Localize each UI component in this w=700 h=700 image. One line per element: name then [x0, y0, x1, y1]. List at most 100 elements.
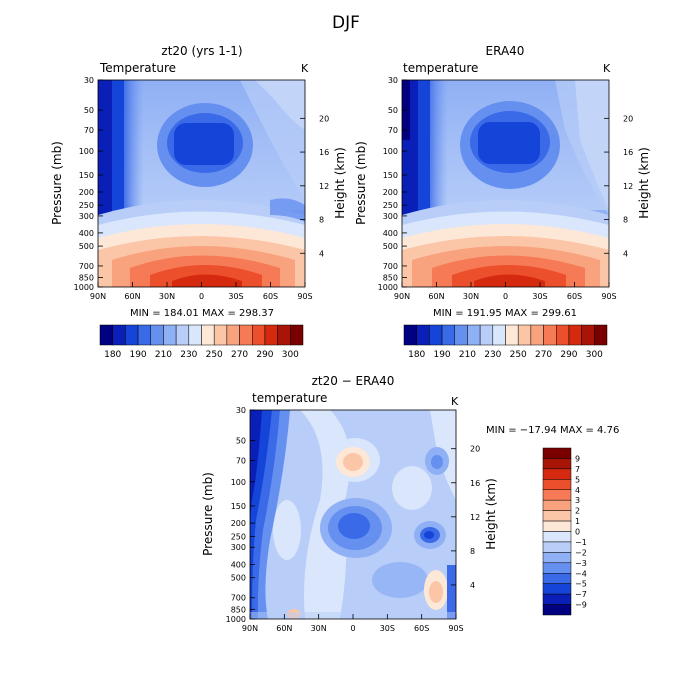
y-tick-label: 150 — [383, 171, 398, 180]
colorbar-swatch — [542, 573, 572, 584]
colorbar-swatch — [581, 324, 595, 346]
y-tick-label: 400 — [79, 229, 94, 238]
x-tick-label: 60N — [124, 292, 140, 301]
y-tick-label: 300 — [79, 212, 94, 221]
colorbar-swatch — [454, 324, 468, 346]
x-tick-label: 0 — [350, 624, 355, 633]
colorbar-swatch — [530, 324, 544, 346]
x-tick-label: 30N — [463, 292, 479, 301]
y-tick-label: 1000 — [74, 283, 94, 292]
panel-model-title: zt20 (yrs 1-1) — [161, 44, 242, 58]
colorbar-swatch — [467, 324, 481, 346]
y-tick-label: 850 — [79, 273, 94, 282]
colorbar-label: 5 — [575, 475, 580, 484]
y-tick-label: 200 — [383, 188, 398, 197]
panel-era40-stats: MIN = 191.95 MAX = 299.61 — [433, 308, 577, 319]
colorbar-swatch — [542, 593, 572, 605]
y-tick-label: 850 — [231, 605, 246, 614]
height-tick-label: 12 — [319, 182, 329, 191]
x-tick-label: 0 — [199, 292, 204, 301]
colorbar-label: 250 — [206, 350, 223, 360]
y-tick-label: 250 — [79, 201, 94, 210]
y-tick-label: 1000 — [378, 283, 398, 292]
x-tick-label: 30S — [380, 624, 395, 633]
y-tick-label: 200 — [79, 188, 94, 197]
colorbar-label: 230 — [180, 350, 197, 360]
colorbar-label: −2 — [575, 548, 587, 557]
colorbar-swatch — [150, 324, 164, 346]
colorbar-label: 250 — [510, 350, 527, 360]
colorbar-swatch — [277, 324, 291, 346]
colorbar-swatch — [542, 541, 572, 553]
colorbar-label: −5 — [575, 580, 587, 589]
y-tick-label: 250 — [383, 201, 398, 210]
y-tick-label: 70 — [236, 457, 246, 466]
colorbar-swatch — [542, 458, 572, 470]
colorbar-swatch — [542, 468, 572, 480]
panel-model-plot — [98, 80, 305, 287]
colorbar-swatch — [239, 324, 253, 346]
colorbar-swatch — [542, 531, 572, 543]
colorbar-swatch — [594, 324, 608, 346]
y-tick-label: 500 — [79, 242, 94, 251]
colorbar-swatch — [252, 324, 266, 346]
panel-diff-ylabel: Pressure (mb) — [201, 472, 215, 556]
colorbar-swatch — [542, 552, 572, 564]
colorbar-swatch — [99, 324, 113, 346]
y-tick-label: 700 — [383, 262, 398, 271]
colorbar-swatch — [542, 447, 572, 459]
panel-diff-subtitle: temperature — [252, 391, 327, 405]
colorbar-swatch — [543, 324, 557, 346]
colorbar-label: 300 — [586, 350, 603, 360]
colorbar-swatch — [542, 510, 572, 522]
x-tick-label: 90S — [601, 292, 616, 301]
colorbar-swatch — [163, 324, 177, 346]
colorbar-label: 210 — [459, 350, 476, 360]
panel-diff-plot — [250, 410, 456, 619]
y-tick-label: 50 — [84, 106, 94, 115]
height-tick-label: 4 — [319, 249, 324, 258]
colorbar-swatch — [137, 324, 151, 346]
y-tick-label: 250 — [231, 532, 246, 541]
y-tick-label: 700 — [79, 262, 94, 271]
panel-diff-ylabel-right: Height (km) — [484, 478, 498, 549]
y-tick-label: 100 — [231, 478, 246, 487]
colorbar-swatch — [416, 324, 430, 346]
height-tick-label: 20 — [319, 114, 329, 123]
colorbar-label: 7 — [575, 465, 580, 474]
y-tick-label: 850 — [383, 273, 398, 282]
colorbar-swatch — [505, 324, 519, 346]
y-tick-label: 300 — [231, 543, 246, 552]
x-tick-label: 90N — [90, 292, 106, 301]
panel-model-subtitle: Temperature — [99, 61, 176, 75]
colorbar-label: 270 — [535, 350, 552, 360]
panel-era40-title: ERA40 — [486, 44, 525, 58]
panel-era40-plot — [402, 80, 609, 287]
colorbar-label: 210 — [155, 350, 172, 360]
y-tick-label: 300 — [383, 212, 398, 221]
colorbar-swatch — [112, 324, 126, 346]
x-tick-label: 90S — [297, 292, 312, 301]
colorbar-swatch — [264, 324, 278, 346]
x-tick-label: 60N — [428, 292, 444, 301]
height-tick-label: 16 — [470, 479, 480, 488]
y-tick-label: 100 — [79, 147, 94, 156]
colorbar-swatch — [568, 324, 582, 346]
x-tick-label: 90N — [242, 624, 258, 633]
x-tick-label: 30N — [311, 624, 327, 633]
colorbar-label: 180 — [408, 350, 425, 360]
y-tick-label: 30 — [236, 406, 246, 415]
colorbar-label: 270 — [231, 350, 248, 360]
colorbar-swatch — [403, 324, 417, 346]
x-tick-label: 0 — [503, 292, 508, 301]
colorbar-label: −1 — [575, 538, 587, 547]
panel-era40-units: K — [603, 62, 611, 75]
colorbar-label: −4 — [575, 569, 587, 578]
colorbar-label: 190 — [433, 350, 450, 360]
colorbar-swatch — [479, 324, 494, 346]
colorbar-label: 4 — [575, 486, 580, 495]
x-tick-label: 30S — [532, 292, 547, 301]
colorbar-swatch — [556, 324, 570, 346]
height-tick-label: 8 — [319, 216, 324, 225]
